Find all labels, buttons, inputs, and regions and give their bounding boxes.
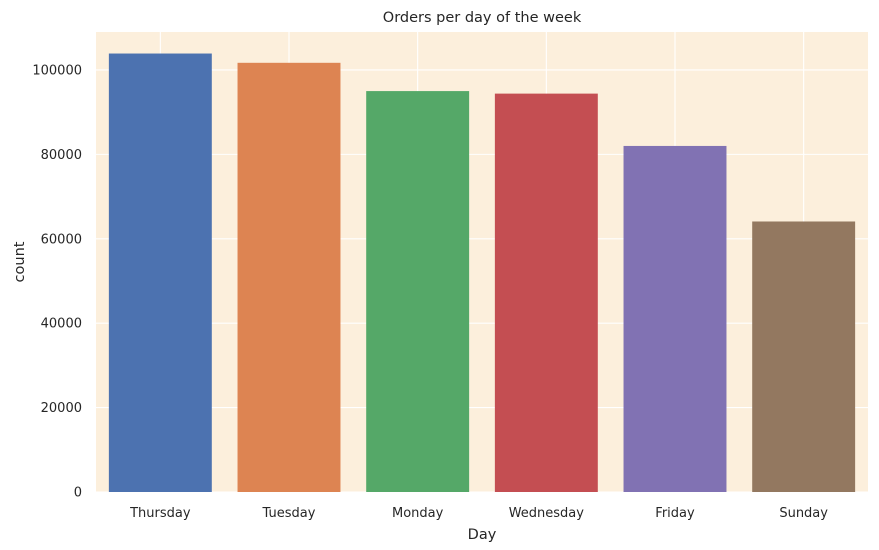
y-tick-label: 0 [74, 486, 82, 501]
x-tick-label-sunday: Sunday [779, 506, 828, 521]
y-tick-labels: 0 20000 40000 60000 80000 100000 [32, 63, 82, 500]
x-tick-label-thursday: Thursday [129, 506, 191, 521]
y-axis-label: count [12, 241, 28, 282]
y-tick-label: 100000 [32, 63, 82, 78]
x-tick-label-monday: Monday [392, 506, 444, 521]
y-tick-label: 80000 [41, 148, 82, 163]
x-tick-label-friday: Friday [655, 506, 695, 521]
bar-wednesday [494, 93, 598, 492]
x-tick-label-tuesday: Tuesday [262, 506, 316, 521]
chart-title: Orders per day of the week [383, 10, 582, 26]
x-tick-labels: Thursday Tuesday Monday Wednesday Friday Sund… [129, 506, 828, 521]
bar-tuesday [237, 62, 341, 492]
y-tick-label: 60000 [41, 232, 82, 247]
y-tick-label: 40000 [41, 317, 82, 332]
y-tick-label: 20000 [41, 401, 82, 416]
bar-friday [623, 145, 727, 493]
x-axis-label: Day [468, 527, 497, 543]
bar-thursday [108, 53, 212, 492]
bars [108, 53, 856, 493]
plot-background [96, 32, 868, 492]
bar-sunday [752, 221, 856, 492]
bar-monday [366, 91, 470, 492]
x-tick-label-wednesday: Wednesday [509, 506, 585, 521]
